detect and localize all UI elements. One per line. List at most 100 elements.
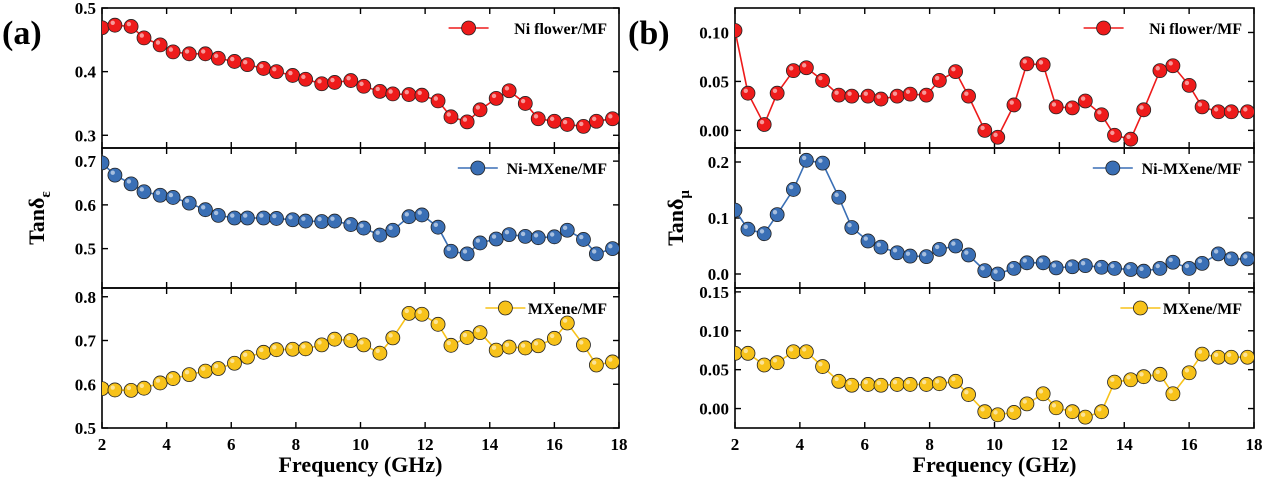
- data-point: [152, 37, 168, 53]
- data-point-highlight: [591, 360, 597, 365]
- data-point-highlight: [863, 91, 868, 96]
- data-point: [831, 189, 847, 205]
- data-point-highlight: [591, 116, 597, 122]
- data-point-highlight: [446, 246, 451, 252]
- data-point: [756, 226, 772, 242]
- legend-label: MXene/MF: [528, 301, 607, 318]
- data-point: [1136, 369, 1152, 385]
- data-point-highlight: [1243, 107, 1248, 112]
- data-point-highlight: [446, 340, 451, 346]
- data-point: [1094, 107, 1109, 123]
- data-point-highlight: [259, 63, 264, 69]
- data-point: [530, 338, 546, 354]
- y-tick-label: 0.05: [699, 72, 729, 91]
- data-point-highlight: [504, 342, 510, 347]
- data-point-highlight: [433, 96, 439, 101]
- data-point-highlight: [462, 332, 468, 338]
- data-point: [860, 377, 876, 392]
- y-tick-label: 0.7: [75, 152, 97, 171]
- data-point-highlight: [359, 81, 364, 87]
- legend: Ni-MXene/MF: [1092, 160, 1242, 178]
- data-point-highlight: [801, 155, 807, 161]
- data-point: [1136, 102, 1152, 118]
- legend-label: Ni flower/MF: [514, 21, 607, 38]
- data-point-highlight: [772, 358, 778, 363]
- data-point: [285, 341, 301, 357]
- data-point-highlight: [533, 233, 539, 238]
- y-tick-label: 0.1: [708, 209, 729, 228]
- data-point-highlight: [110, 170, 115, 175]
- data-point: [785, 63, 801, 79]
- data-point: [1035, 386, 1051, 402]
- x-tick-label: 2: [731, 435, 740, 454]
- data-point: [472, 325, 488, 341]
- data-point: [902, 248, 918, 264]
- data-point-highlight: [139, 33, 145, 38]
- data-point: [1181, 365, 1197, 381]
- data-point: [576, 118, 591, 134]
- data-point-highlight: [1243, 352, 1248, 358]
- data-point-highlight: [433, 222, 439, 227]
- data-point-highlight: [475, 105, 481, 110]
- data-point-highlight: [243, 60, 248, 65]
- data-point: [1223, 104, 1239, 120]
- data-point-highlight: [417, 90, 422, 95]
- data-point: [1048, 260, 1064, 276]
- data-point-highlight: [964, 250, 969, 255]
- data-point-highlight: [847, 222, 852, 228]
- data-point-highlight: [1126, 264, 1131, 270]
- data-point: [918, 87, 934, 103]
- data-point-highlight: [834, 192, 839, 198]
- x-tick-label: 2: [98, 435, 107, 454]
- data-point-highlight: [446, 112, 451, 117]
- data-point: [873, 377, 889, 393]
- data-point: [740, 85, 756, 101]
- data-point-highlight: [155, 190, 161, 196]
- data-point: [735, 202, 743, 218]
- data-point: [385, 330, 401, 346]
- data-point: [107, 17, 123, 33]
- data-point-highlight: [243, 213, 248, 218]
- data-point-highlight: [184, 49, 190, 54]
- data-point-highlight: [139, 383, 145, 388]
- data-point-highlight: [1226, 352, 1232, 358]
- data-point-highlight: [1226, 254, 1232, 259]
- data-point: [385, 86, 401, 102]
- data-point-highlight: [608, 357, 613, 362]
- data-point-highlight: [404, 308, 409, 314]
- data-point-highlight: [1067, 262, 1073, 267]
- x-axis-title: Frequency (GHz): [279, 452, 443, 477]
- data-point: [1181, 260, 1197, 276]
- data-point-highlight: [934, 75, 940, 81]
- legend-marker: [461, 20, 477, 36]
- data-point-highlight: [1097, 262, 1102, 268]
- series-line: [735, 30, 1248, 141]
- data-point-highlight: [876, 94, 881, 99]
- data-point: [459, 246, 475, 262]
- data-point: [815, 155, 830, 171]
- data-point-highlight: [404, 89, 409, 95]
- data-point: [1019, 255, 1035, 271]
- data-point: [107, 167, 123, 183]
- data-point-highlight: [1038, 60, 1044, 65]
- data-point: [501, 339, 517, 355]
- data-point: [860, 233, 876, 249]
- data-point: [165, 190, 181, 205]
- data-point-highlight: [993, 132, 998, 138]
- data-point-highlight: [126, 21, 132, 27]
- data-point: [414, 207, 430, 223]
- data-point: [488, 342, 504, 358]
- series-line: [735, 350, 1248, 418]
- data-point: [735, 23, 743, 38]
- data-point: [1240, 251, 1254, 267]
- data-point-highlight: [921, 252, 927, 257]
- data-point-highlight: [317, 340, 322, 345]
- data-point: [530, 230, 546, 246]
- data-point: [605, 111, 619, 127]
- data-point-highlight: [491, 345, 497, 350]
- data-point-highlight: [230, 213, 235, 218]
- data-point: [1123, 262, 1139, 277]
- data-point-highlight: [863, 236, 868, 241]
- data-point: [472, 102, 488, 118]
- y-tick-label: 0.0: [708, 265, 729, 284]
